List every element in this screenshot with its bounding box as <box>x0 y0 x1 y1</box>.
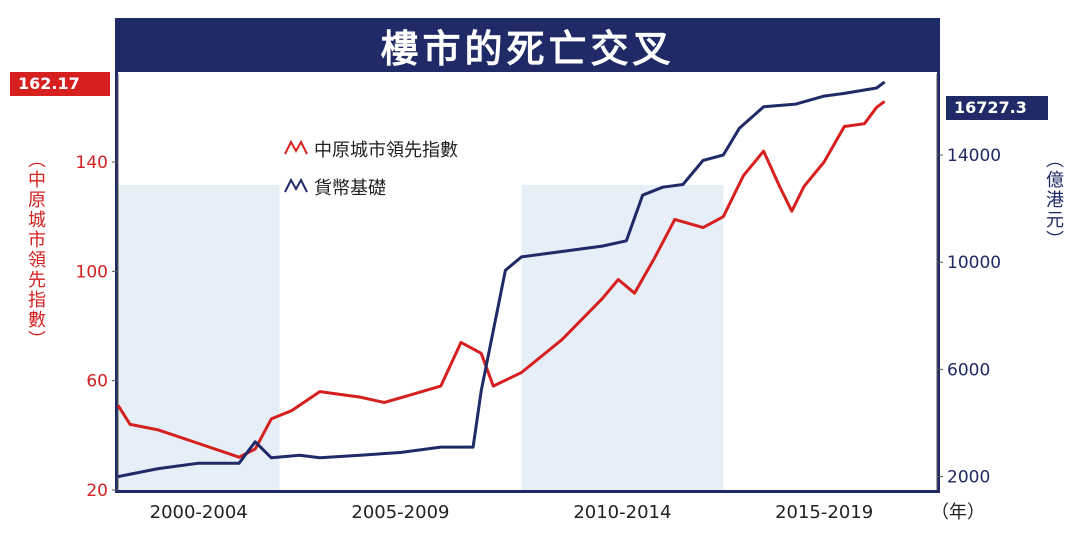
y-left-tick-label-1: 60 <box>86 372 108 392</box>
x-period-label-3: 2015-2019 <box>775 502 873 523</box>
y-right-tick-label-0: 2000 <box>947 468 990 488</box>
y-left-tick-label-2: 100 <box>76 262 108 282</box>
y-right-tick-label-3: 14000 <box>947 146 1001 166</box>
x-period-label-2: 2010-2014 <box>573 502 671 523</box>
legend-swatch-1 <box>284 177 308 193</box>
legend-label-0: 中原城市領先指數 <box>314 140 458 161</box>
title-bar: 樓市的死亡交叉 <box>115 18 940 72</box>
legend-swatch-0 <box>284 139 308 155</box>
latest-index-tag: 162.17 <box>10 72 110 96</box>
y-right-label: （億港元） <box>1043 150 1064 250</box>
y-left-tick-label-3: 140 <box>76 153 108 173</box>
latest-monetary-base-tag: 16727.3 <box>946 96 1048 120</box>
series-line-0 <box>116 100 886 459</box>
y-left-tick-label-0: 20 <box>86 481 108 501</box>
legend-label-1: 貨幣基礎 <box>314 178 386 199</box>
x-period-label-1: 2005-2009 <box>351 502 449 523</box>
chart-title: 樓市的死亡交叉 <box>380 26 675 71</box>
series-line-1 <box>117 80 886 479</box>
x-unit-label: （年） <box>931 502 985 523</box>
y-left-label: （中原城市領先指數） <box>25 150 46 350</box>
period-band-2 <box>521 185 724 490</box>
y-right-tick-label-1: 6000 <box>947 360 990 380</box>
x-period-label-0: 2000-2004 <box>150 502 248 523</box>
y-right-tick-label-2: 10000 <box>947 253 1001 273</box>
period-band-0 <box>118 185 280 490</box>
